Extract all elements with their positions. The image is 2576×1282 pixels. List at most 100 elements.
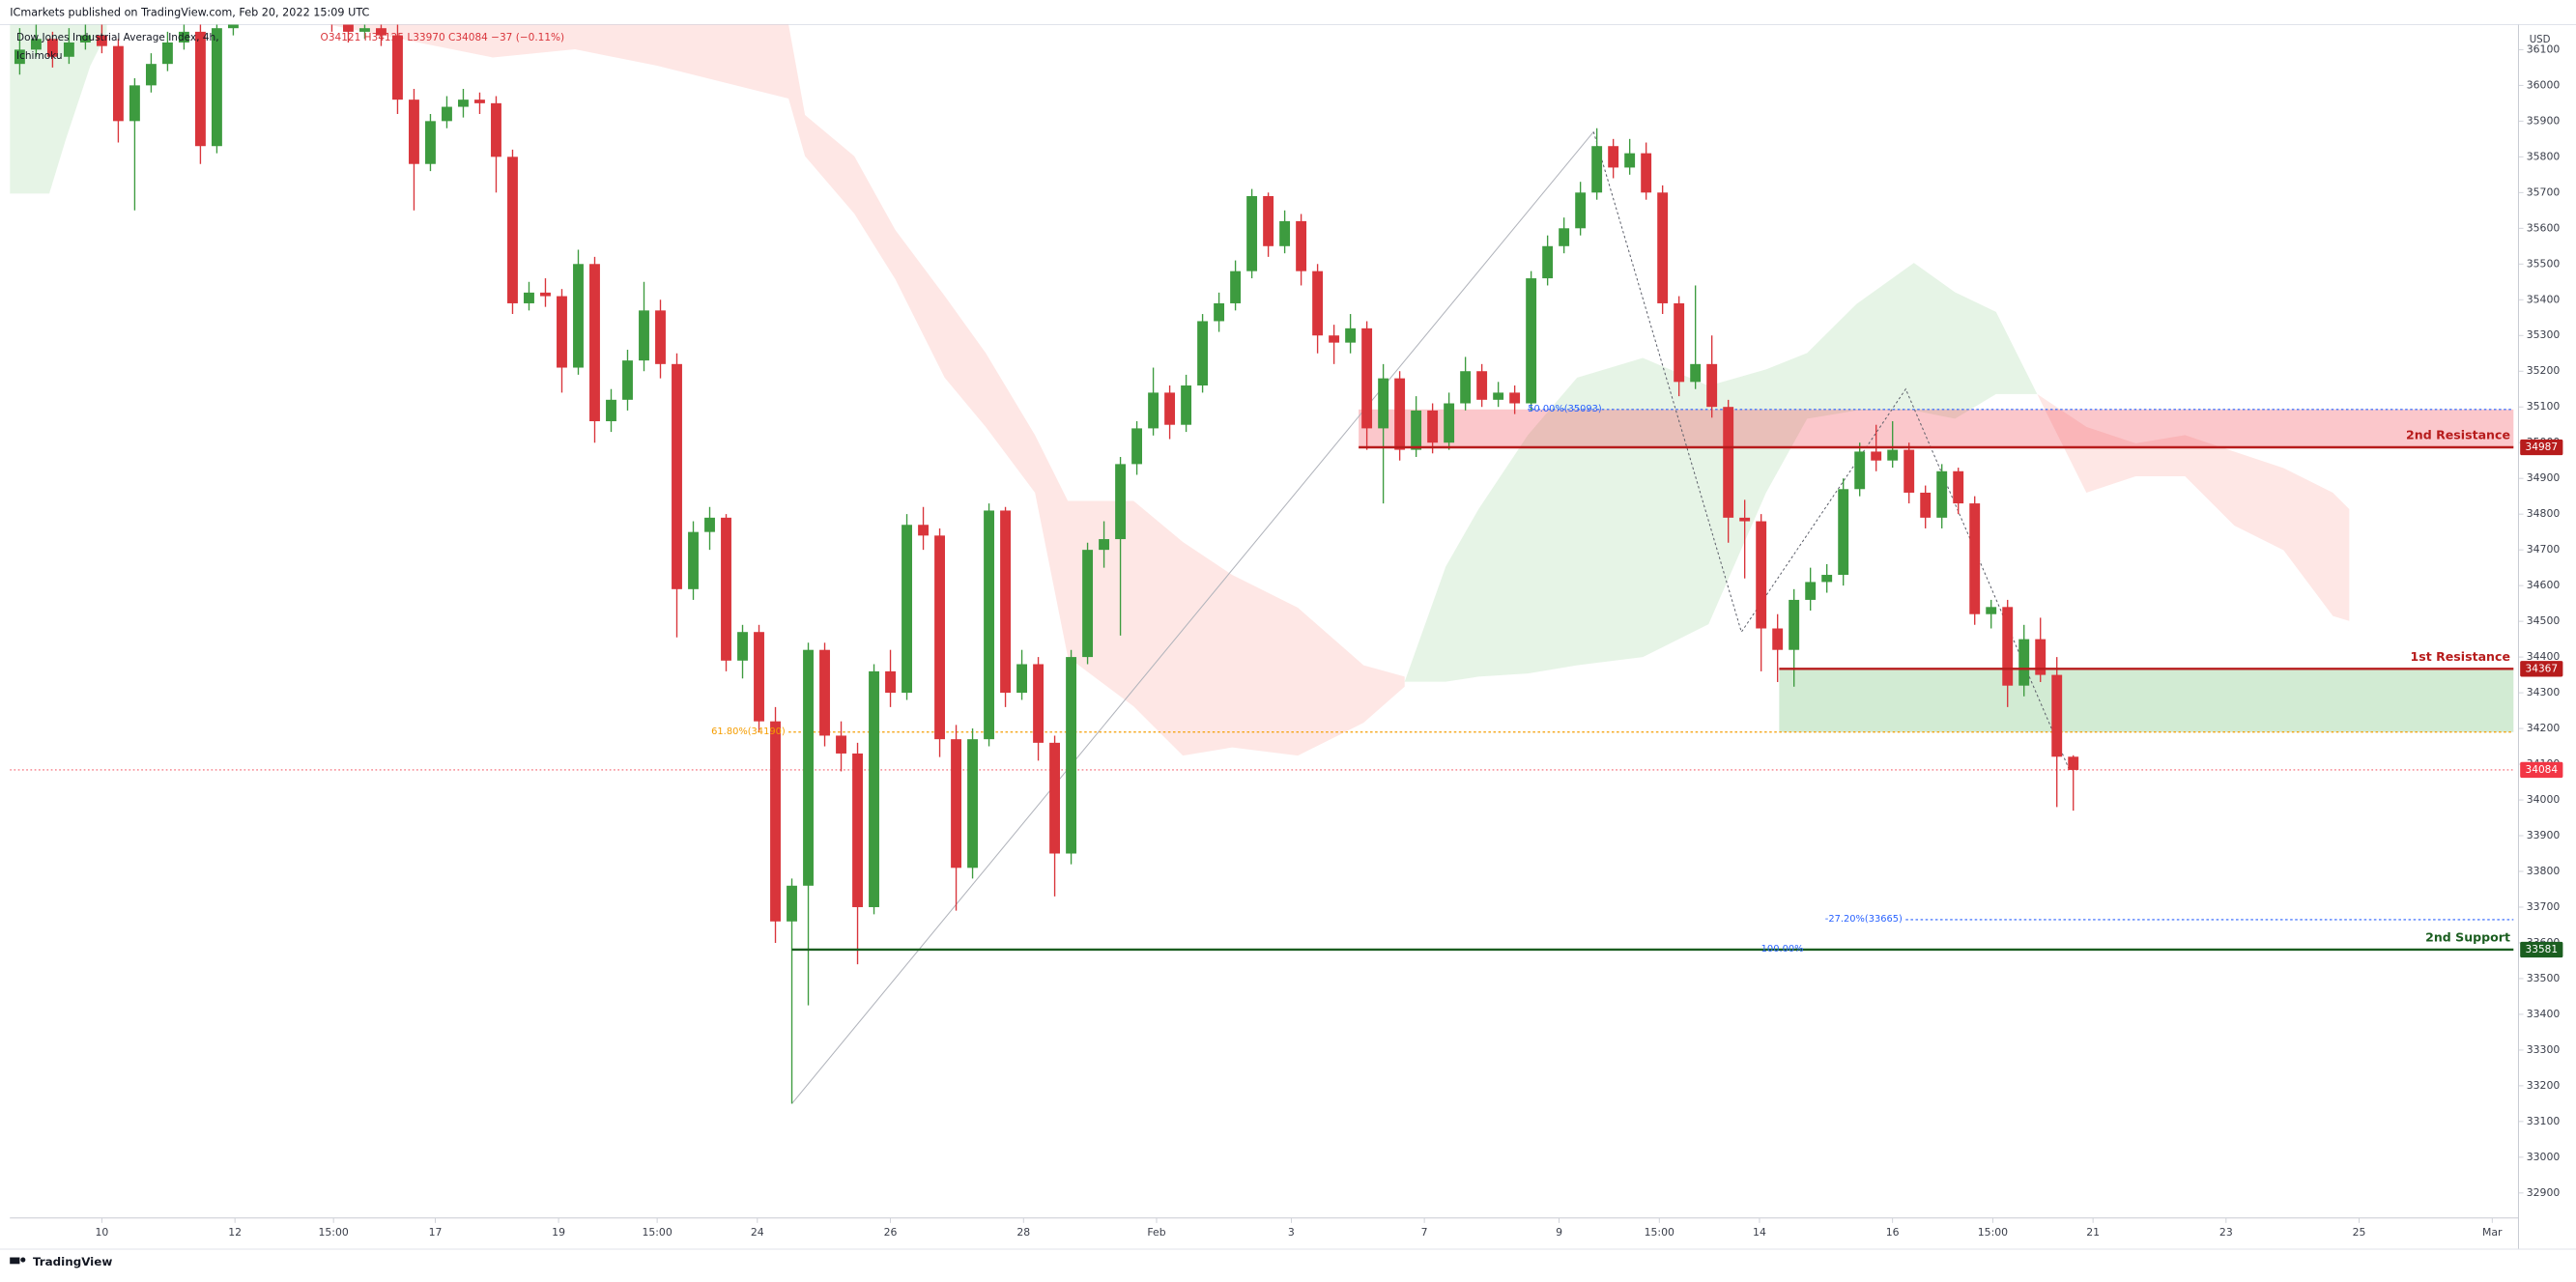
candle-body — [1033, 664, 1045, 743]
fib-label: 100.00% — [1761, 944, 1804, 954]
candle-body — [2051, 674, 2063, 757]
y-tick-label: 33800 — [2527, 865, 2561, 877]
y-tick-label: 36000 — [2527, 78, 2561, 91]
candle-body — [194, 31, 206, 147]
candle-body — [442, 106, 452, 122]
x-tick-label: Feb — [1147, 1226, 1165, 1239]
candle-body — [1854, 451, 1866, 490]
candle-body — [721, 517, 731, 661]
candle-body — [1164, 392, 1176, 425]
candle-body — [2002, 607, 2014, 686]
candle-body — [96, 35, 107, 46]
candle-body — [885, 670, 896, 694]
level-label: 2nd Resistance — [2406, 428, 2510, 442]
ichimoku-cloud — [10, 24, 107, 194]
candle-body — [1920, 492, 1932, 518]
y-tick-label: 34900 — [2527, 471, 2561, 484]
y-tick-label: 34600 — [2527, 579, 2561, 591]
candle-body — [1591, 146, 1603, 193]
y-tick-label: 33500 — [2527, 972, 2561, 984]
brand-name[interactable]: TradingView — [33, 1255, 112, 1268]
candle-body — [1657, 192, 1669, 303]
candle-body — [1378, 378, 1389, 429]
x-tick-label: 12 — [228, 1226, 242, 1239]
candle-body — [1706, 363, 1718, 408]
candle-body — [458, 100, 469, 107]
candle-body — [1066, 657, 1077, 854]
publisher-line: ICmarkets published on TradingView.com, … — [10, 7, 369, 19]
y-tick-label: 34300 — [2527, 686, 2561, 698]
candle-body — [1279, 220, 1291, 246]
last-price-tag — [2520, 761, 2563, 779]
y-tick-label: 33400 — [2527, 1008, 2561, 1020]
candle-body — [1476, 371, 1488, 400]
candle-body — [1871, 451, 1882, 461]
x-tick-label: 7 — [1421, 1226, 1428, 1239]
candle-body — [1723, 407, 1734, 518]
fib-label: -27.20%(33665) — [1825, 914, 1903, 925]
candle-body — [754, 632, 764, 722]
overlay: 36100 36000 35900 35800 35700 35600 35500 35400… — [95, 43, 2563, 1239]
candle-body — [1214, 302, 1225, 322]
candle-body — [1444, 403, 1455, 443]
x-tick-label: 24 — [751, 1226, 764, 1239]
candle-body — [1000, 510, 1011, 694]
candle-body — [967, 739, 978, 869]
candle-body — [129, 85, 140, 122]
candle-body — [1838, 489, 1849, 576]
x-tick-label: 16 — [1886, 1226, 1900, 1239]
trend-line — [791, 131, 1594, 1104]
price-tag — [2520, 941, 2563, 958]
y-tick-label: 35300 — [2527, 328, 2561, 341]
price-tag — [2520, 661, 2563, 677]
candle-body — [869, 670, 879, 907]
y-tick-label: 35200 — [2527, 364, 2561, 377]
candle-body — [1690, 363, 1702, 383]
candle-body — [1016, 664, 1027, 694]
candle-body — [63, 42, 74, 57]
candle-body — [14, 49, 25, 65]
price-tag-label: 34367 — [2526, 663, 2558, 674]
candle-body — [787, 885, 797, 922]
price-zone — [1779, 669, 2514, 732]
candle-body — [1345, 328, 1357, 343]
candle-body — [1641, 153, 1652, 193]
candle-body — [1756, 521, 1767, 629]
candle-body — [1082, 550, 1094, 658]
fib-label: 61.80%(34190) — [711, 726, 786, 737]
candle-body — [852, 753, 863, 907]
candle-body — [1246, 196, 1258, 271]
candle-body — [655, 310, 666, 364]
candle-body — [46, 39, 58, 57]
candle-body — [2018, 639, 2030, 686]
candle-body — [1903, 449, 1915, 493]
candle-body — [1559, 228, 1570, 246]
candle-body — [622, 360, 633, 400]
indicator-name: Ichimoku — [16, 50, 63, 62]
y-tick-label: 33900 — [2527, 829, 2561, 841]
x-tick-label: 19 — [552, 1226, 565, 1239]
candle-body — [359, 28, 370, 32]
candle-body — [737, 632, 748, 661]
candle-body — [1312, 271, 1324, 336]
x-tick-label: 15:00 — [318, 1226, 348, 1239]
candle-body — [1263, 196, 1274, 246]
candle-body — [1969, 503, 1981, 614]
candle-body — [1099, 539, 1110, 551]
candle-body — [1624, 153, 1636, 168]
y-tick-label: 35700 — [2527, 185, 2561, 198]
candle-body — [1575, 192, 1587, 229]
candle-body — [474, 100, 485, 103]
candle-body — [918, 525, 929, 536]
x-tick-label: 26 — [884, 1226, 898, 1239]
y-tick-label: 33300 — [2527, 1043, 2561, 1056]
y-tick-label: 35800 — [2527, 150, 2561, 162]
y-tick-label: 34400 — [2527, 650, 2561, 663]
y-tick-label: 35900 — [2527, 114, 2561, 127]
candle-body — [902, 525, 912, 694]
candle-body — [1230, 271, 1242, 303]
candle-body — [507, 157, 518, 303]
y-tick-label: 33100 — [2527, 1115, 2561, 1127]
candle-body — [688, 531, 699, 589]
